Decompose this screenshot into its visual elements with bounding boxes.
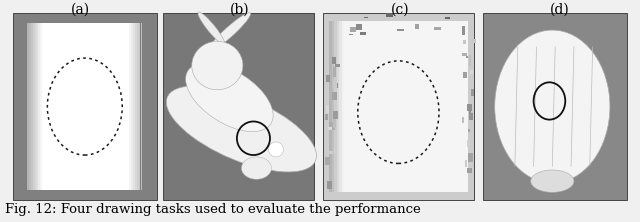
Ellipse shape (166, 86, 316, 172)
Bar (328, 127, 332, 130)
Bar (415, 24, 419, 29)
Bar (333, 67, 337, 77)
Bar (333, 148, 335, 153)
Bar (31, 23, 33, 190)
Bar (327, 181, 332, 189)
Bar (469, 113, 474, 120)
Bar (333, 111, 338, 119)
Bar (163, 13, 314, 200)
Bar (472, 39, 476, 43)
Bar (466, 56, 468, 58)
Ellipse shape (198, 12, 225, 44)
Text: (d): (d) (550, 3, 570, 17)
Bar (360, 32, 365, 35)
Bar (41, 23, 129, 190)
Bar (329, 21, 332, 192)
Bar (326, 105, 328, 113)
Bar (34, 23, 44, 190)
Bar (40, 23, 42, 190)
Bar (467, 104, 472, 111)
Bar (337, 21, 339, 192)
Bar (463, 40, 466, 44)
Bar (135, 23, 137, 190)
Bar (469, 55, 471, 66)
Bar (333, 83, 339, 88)
Text: (a): (a) (70, 3, 90, 17)
Bar (29, 23, 31, 190)
Bar (330, 151, 333, 154)
Bar (120, 23, 129, 190)
Bar (133, 23, 135, 190)
Bar (33, 23, 35, 190)
Bar (13, 13, 157, 200)
Bar (28, 23, 36, 190)
Bar (462, 53, 467, 56)
Text: (c): (c) (390, 3, 410, 17)
Bar (333, 80, 337, 87)
Bar (434, 28, 442, 30)
Text: Fig. 12: Four drawing tasks used to evaluate the performance: Fig. 12: Four drawing tasks used to eval… (5, 203, 421, 216)
Bar (470, 70, 474, 74)
Bar (48, 23, 113, 190)
Bar (462, 26, 465, 35)
Bar (469, 109, 472, 115)
Bar (467, 141, 470, 147)
Bar (35, 23, 36, 190)
Bar (329, 21, 468, 192)
Bar (129, 23, 131, 190)
Bar (333, 119, 336, 128)
Ellipse shape (208, 13, 251, 51)
Bar (465, 160, 467, 167)
Bar (38, 23, 40, 190)
Bar (36, 23, 38, 190)
Bar (483, 13, 627, 200)
Bar (397, 29, 404, 31)
Bar (468, 153, 473, 162)
Ellipse shape (531, 170, 574, 192)
Ellipse shape (269, 142, 284, 157)
Bar (463, 117, 464, 123)
Bar (463, 72, 467, 77)
Ellipse shape (186, 63, 273, 132)
Bar (334, 58, 337, 64)
Bar (325, 114, 328, 120)
Ellipse shape (241, 157, 271, 179)
Ellipse shape (495, 30, 610, 183)
Bar (332, 92, 337, 100)
Bar (323, 13, 474, 200)
Bar (334, 21, 337, 192)
Bar (113, 23, 122, 190)
Bar (349, 34, 353, 36)
Bar (467, 168, 472, 173)
Bar (339, 21, 342, 192)
Bar (325, 157, 330, 165)
Bar (41, 23, 50, 190)
Bar (332, 57, 336, 64)
Bar (364, 17, 369, 18)
Ellipse shape (192, 41, 243, 90)
Bar (335, 64, 340, 67)
Bar (131, 23, 133, 190)
Bar (471, 89, 474, 96)
Bar (326, 75, 330, 82)
Bar (141, 23, 142, 190)
Bar (356, 24, 362, 30)
Bar (127, 23, 129, 190)
Bar (342, 21, 344, 192)
Bar (468, 129, 470, 132)
Bar (137, 23, 139, 190)
Bar (28, 23, 29, 190)
Bar (139, 23, 141, 190)
Bar (350, 27, 356, 32)
Bar (445, 17, 450, 19)
Bar (126, 23, 136, 190)
Bar (332, 21, 334, 192)
Bar (330, 123, 335, 130)
Bar (387, 13, 394, 17)
Text: (b): (b) (230, 3, 250, 17)
